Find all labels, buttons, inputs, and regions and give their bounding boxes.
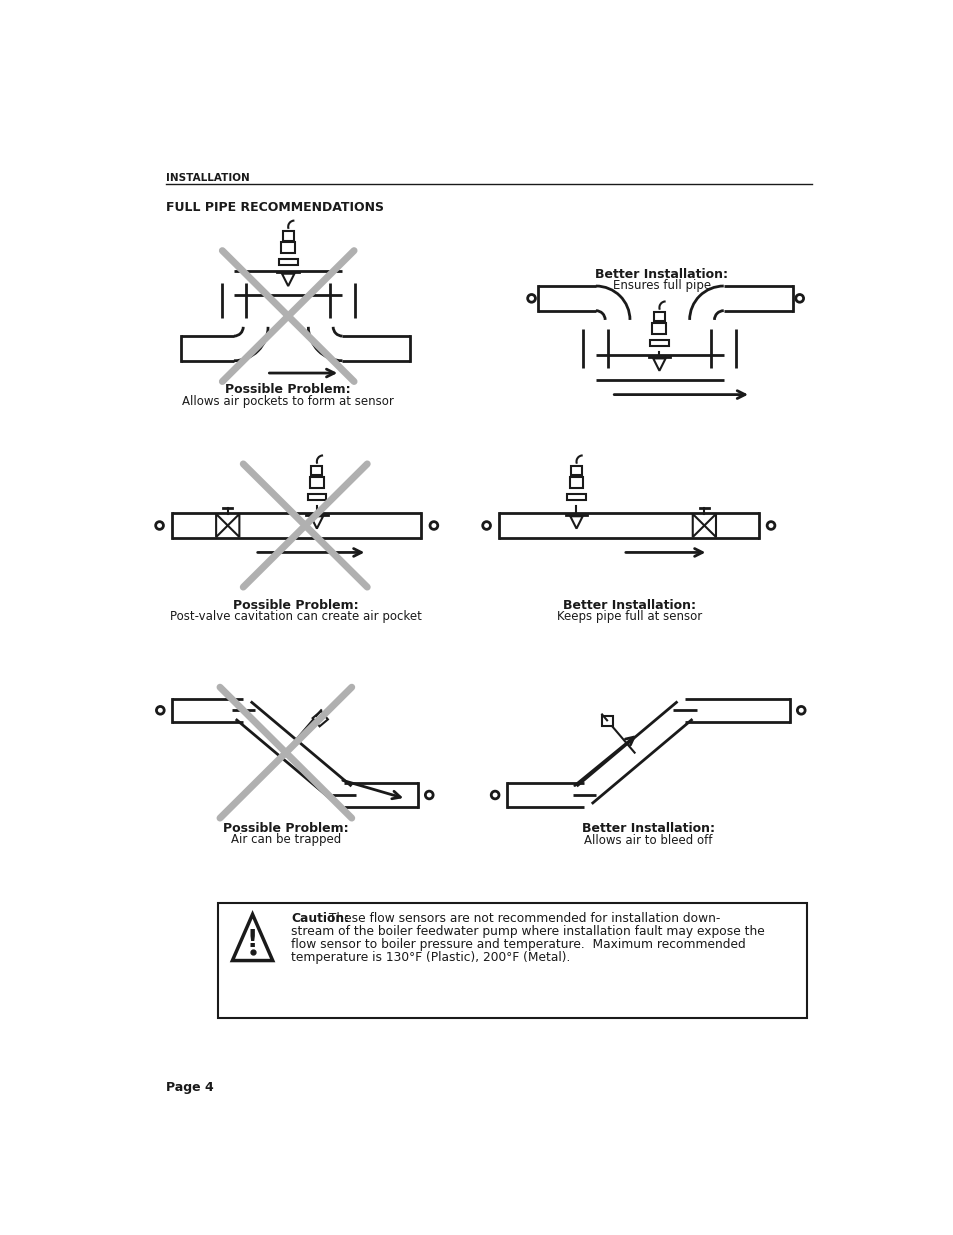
Circle shape [766,521,774,530]
Text: !: ! [247,927,258,952]
Polygon shape [233,914,273,961]
Bar [313,711,328,726]
Circle shape [482,521,490,530]
Circle shape [797,706,804,714]
Bar [571,466,581,475]
Circle shape [430,521,437,530]
Circle shape [491,792,498,799]
Bar [569,477,583,488]
Polygon shape [692,514,703,537]
Text: stream of the boiler feedwater pump where installation fault may expose the: stream of the boiler feedwater pump wher… [291,925,764,939]
Bar [649,340,668,346]
Polygon shape [653,358,665,370]
Text: INSTALLATION: INSTALLATION [166,173,250,183]
Bar [654,312,664,321]
Text: Page 4: Page 4 [166,1082,213,1094]
Polygon shape [570,516,582,529]
Text: Post-valve cavitation can create air pocket: Post-valve cavitation can create air poc… [170,610,421,624]
Text: Allows air to bleed off: Allows air to bleed off [584,834,712,846]
Text: Better Installation:: Better Installation: [581,823,715,835]
Bar [281,242,294,253]
Bar [311,466,322,475]
Bar [310,477,323,488]
Circle shape [156,706,164,714]
Text: temperature is 130°F (Plastic), 200°F (Metal).: temperature is 130°F (Plastic), 200°F (M… [291,951,570,965]
Text: Ensures full pipe: Ensures full pipe [612,279,710,293]
Text: These flow sensors are not recommended for installation down-: These flow sensors are not recommended f… [325,911,720,925]
Text: flow sensor to boiler pressure and temperature.  Maximum recommended: flow sensor to boiler pressure and tempe… [291,939,745,951]
Bar [282,231,294,241]
Bar [652,324,666,333]
Bar [567,494,585,500]
Polygon shape [282,274,294,287]
Polygon shape [216,514,228,537]
Text: Better Installation:: Better Installation: [595,268,727,280]
Text: Better Installation:: Better Installation: [562,599,695,611]
Circle shape [425,792,433,799]
Text: Allows air pockets to form at sensor: Allows air pockets to form at sensor [182,395,394,408]
Bar [218,903,806,1019]
Text: Air can be trapped: Air can be trapped [231,834,340,846]
Bar [307,494,326,500]
Polygon shape [228,514,239,537]
Text: FULL PIPE RECOMMENDATIONS: FULL PIPE RECOMMENDATIONS [166,200,383,214]
Polygon shape [703,514,716,537]
Polygon shape [311,516,323,529]
Circle shape [527,294,535,303]
Text: Keeps pipe full at sensor: Keeps pipe full at sensor [556,610,701,624]
Circle shape [795,294,802,303]
Circle shape [155,521,163,530]
Text: Caution:: Caution: [291,911,349,925]
Bar [278,259,297,266]
Bar [601,716,612,726]
Text: Possible Problem:: Possible Problem: [225,383,351,396]
Text: Possible Problem:: Possible Problem: [233,599,358,611]
Text: Possible Problem:: Possible Problem: [223,823,349,835]
